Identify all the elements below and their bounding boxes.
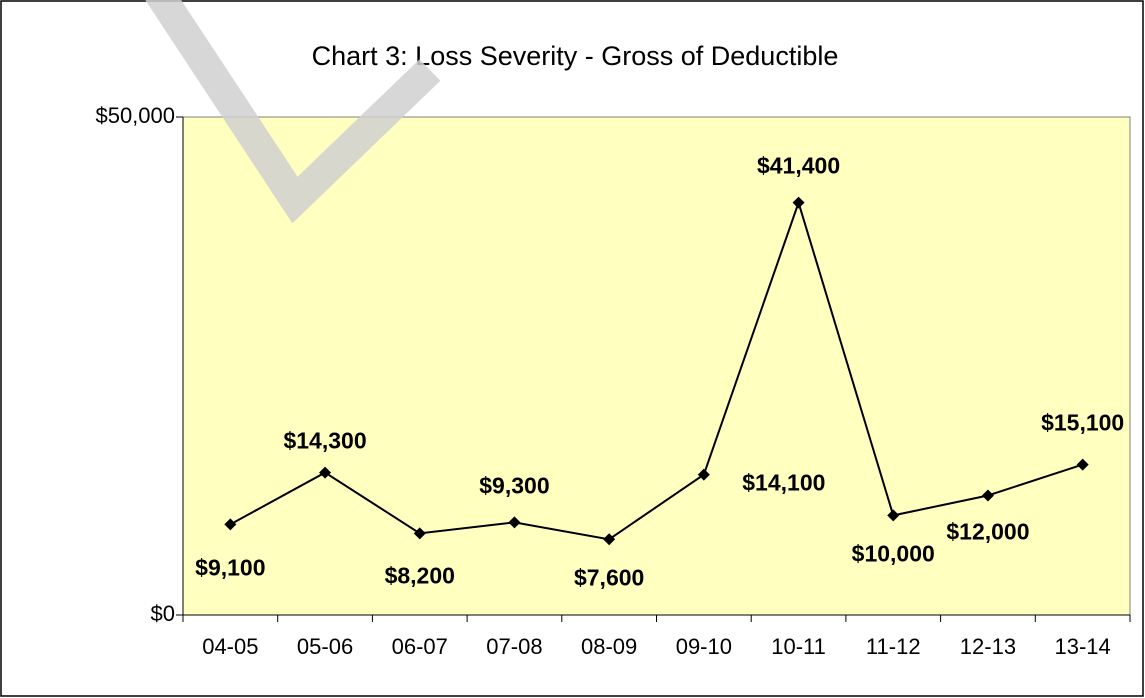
- marker: [224, 518, 237, 531]
- value-label: $10,000: [852, 540, 935, 566]
- watermark: [145, 0, 441, 224]
- value-label: $8,200: [385, 562, 455, 588]
- y-tick-label: $0: [151, 601, 175, 626]
- x-tick-label: 13-14: [1055, 634, 1111, 659]
- x-tick-label: 07-08: [486, 634, 542, 659]
- value-label: $9,300: [479, 472, 549, 498]
- value-label: $12,000: [946, 519, 1029, 545]
- marker: [1076, 458, 1089, 471]
- x-tick-label: 04-05: [202, 634, 258, 659]
- marker: [887, 509, 900, 522]
- marker: [981, 489, 994, 502]
- value-label: $15,100: [1041, 410, 1124, 436]
- x-tick-label: 08-09: [581, 634, 637, 659]
- x-tick-label: 10-11: [771, 634, 826, 659]
- value-label: $41,400: [757, 153, 840, 179]
- marker: [792, 196, 805, 209]
- value-label: $14,300: [283, 428, 366, 454]
- marker: [413, 527, 426, 540]
- marker: [697, 468, 710, 481]
- x-tick-label: 11-12: [866, 634, 921, 659]
- value-label: $7,600: [574, 564, 644, 590]
- line: [229, 199, 1083, 541]
- plot-area: [182, 116, 1131, 616]
- marker: [603, 533, 616, 546]
- value-label: $14,100: [742, 470, 825, 496]
- value-label: $9,100: [195, 554, 265, 580]
- x-tick-label: 06-07: [392, 634, 448, 659]
- x-tick-label: 09-10: [676, 634, 732, 659]
- marker: [319, 466, 332, 479]
- y-tick-label: $50,000: [95, 103, 175, 128]
- marker: [508, 516, 521, 529]
- x-tick-label: 05-06: [297, 634, 353, 659]
- x-tick-label: 12-13: [960, 634, 1016, 659]
- chart-title: Chart 3: Loss Severity - Gross of Deduct…: [312, 41, 839, 71]
